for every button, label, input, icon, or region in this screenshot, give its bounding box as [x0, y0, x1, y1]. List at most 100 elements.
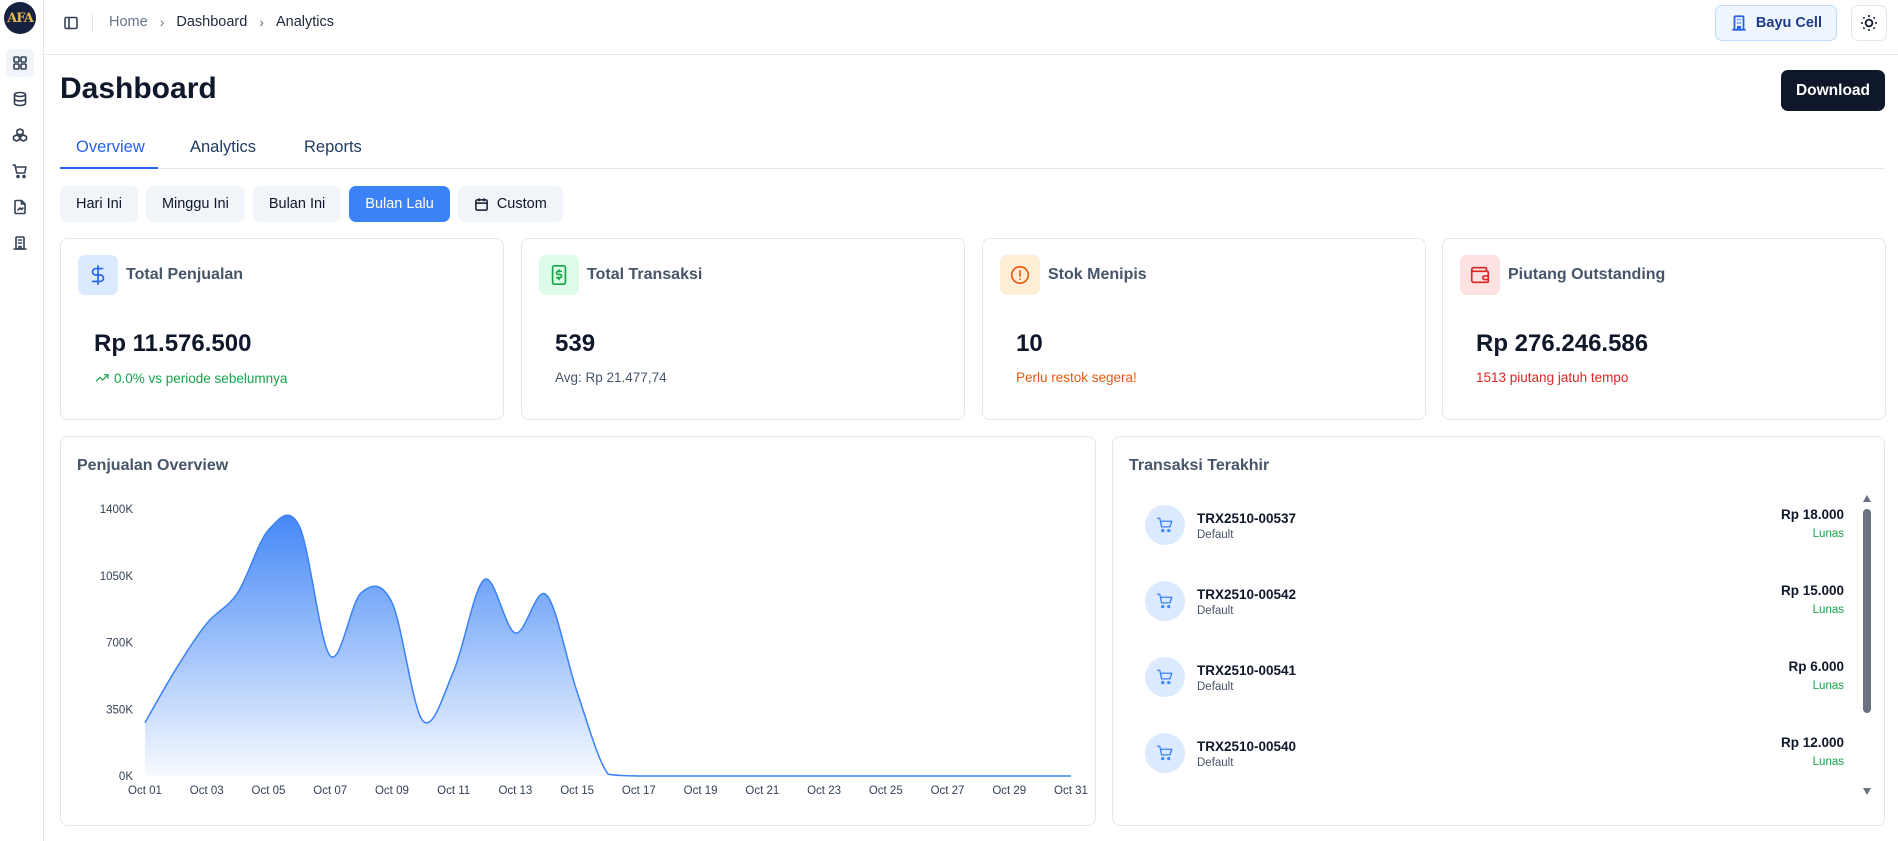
- breadcrumb-home[interactable]: Home: [109, 14, 148, 30]
- stat-value: 10: [1016, 330, 1043, 357]
- transaction-amount: Rp 15.000: [1780, 583, 1844, 598]
- stat-card-total-transaksi: Total Transaksi 539 Avg: Rp 21.477,74: [521, 238, 965, 420]
- tab-reports[interactable]: Reports: [304, 138, 362, 156]
- theme-toggle-button[interactable]: [1851, 5, 1887, 41]
- transaction-status: Lunas: [1812, 528, 1844, 540]
- transaction-id: TRX2510-00537: [1197, 511, 1297, 526]
- transaction-item[interactable]: TRX2510-00540 Default Rp 12.000 Lunas: [1145, 725, 1844, 785]
- x-tick-label: Oct 13: [498, 785, 532, 797]
- panel-left-icon: [64, 16, 78, 30]
- sun-icon: [1861, 15, 1877, 31]
- stat-subtext: Avg: Rp 21.477,74: [555, 370, 667, 385]
- stat-label: Stok Menipis: [1048, 266, 1147, 283]
- tx-icon-circle: [1145, 657, 1185, 697]
- stat-card-total-penjualan: Total Penjualan Rp 11.576.500 0.0% vs pe…: [60, 238, 504, 420]
- y-tick-label: 0K: [119, 771, 133, 783]
- transaction-customer: Default: [1197, 605, 1234, 617]
- shopping-cart-icon: [1156, 669, 1173, 685]
- calendar-icon: [474, 197, 488, 211]
- filter-bulan-lalu[interactable]: Bulan Lalu: [349, 186, 450, 222]
- x-tick-label: Oct 19: [684, 785, 718, 797]
- tx-icon-circle: [1145, 733, 1185, 773]
- stat-icon-box: [78, 255, 118, 295]
- x-tick-label: Oct 27: [931, 785, 965, 797]
- sidebar-item-sales[interactable]: [6, 157, 34, 185]
- dollar-icon: [91, 265, 105, 285]
- app-logo[interactable]: AFA: [4, 2, 36, 34]
- x-tick-label: Oct 15: [560, 785, 594, 797]
- tab-overview[interactable]: Overview: [60, 131, 158, 169]
- stat-label: Piutang Outstanding: [1508, 266, 1666, 283]
- stat-icon-box: [539, 255, 579, 295]
- sidebar-item-inventory[interactable]: [6, 121, 34, 149]
- shopping-cart-icon: [12, 164, 27, 179]
- scroll-down-arrow-icon[interactable]: [1863, 788, 1871, 795]
- divider: [92, 14, 93, 32]
- filter-minggu-ini[interactable]: Minggu Ini: [145, 186, 245, 222]
- shopping-cart-icon: [1156, 517, 1173, 533]
- y-tick-label: 350K: [106, 704, 133, 716]
- transactions-scrollbar[interactable]: [1862, 495, 1872, 795]
- transaction-id: TRX2510-00541: [1197, 663, 1297, 678]
- transaction-customer: Default: [1197, 757, 1234, 769]
- transaction-id: TRX2510-00542: [1197, 587, 1297, 602]
- file-report-icon: [14, 199, 26, 215]
- recent-transactions-card: Transaksi Terakhir TRX2510-00537 Default…: [1112, 436, 1885, 826]
- building-icon: [13, 236, 27, 250]
- x-tick-label: Oct 21: [745, 785, 779, 797]
- stat-label: Total Penjualan: [126, 266, 244, 283]
- filter-hari-ini[interactable]: Hari Ini: [60, 186, 138, 222]
- tx-icon-circle: [1145, 505, 1185, 545]
- x-tick-label: Oct 11: [437, 785, 470, 797]
- tx-icon-circle: [1145, 581, 1185, 621]
- sidebar-item-database[interactable]: [6, 85, 34, 113]
- scroll-up-arrow-icon[interactable]: [1863, 495, 1871, 502]
- transaction-item[interactable]: TRX2510-00541 Default Rp 6.000 Lunas: [1145, 649, 1844, 709]
- stat-subtext-label: 0.0% vs periode sebelumnya: [114, 370, 288, 386]
- x-tick-label: Oct 01: [128, 785, 162, 797]
- banknote-icon: [551, 265, 567, 285]
- transaction-status: Lunas: [1812, 604, 1844, 616]
- filter-custom[interactable]: Custom: [457, 186, 563, 222]
- download-button[interactable]: Download: [1781, 70, 1885, 111]
- stat-icon-box: [1000, 255, 1040, 295]
- sales-area-fill: [145, 515, 1071, 776]
- transaction-customer: Default: [1197, 529, 1234, 541]
- chevron-right-icon: ›: [159, 14, 165, 30]
- breadcrumb-dashboard[interactable]: Dashboard: [176, 14, 248, 30]
- chart-title: Penjualan Overview: [77, 457, 229, 474]
- page-title: Dashboard: [60, 72, 217, 105]
- tab-bar: Overview Analytics Reports: [60, 131, 1885, 169]
- x-tick-label: Oct 23: [807, 785, 841, 797]
- chevron-right-icon: ›: [259, 14, 264, 30]
- transaction-amount: Rp 6.000: [1788, 659, 1844, 674]
- stat-value: 539: [555, 330, 596, 357]
- sidebar-toggle-button[interactable]: [61, 13, 81, 33]
- sidebar-item-dashboard[interactable]: [6, 49, 34, 77]
- transaction-amount: Rp 18.000: [1780, 507, 1844, 522]
- x-tick-label: Oct 03: [190, 785, 224, 797]
- transaction-item[interactable]: TRX2510-00542 Default Rp 15.000 Lunas: [1145, 573, 1844, 633]
- filter-bulan-ini[interactable]: Bulan Ini: [252, 186, 342, 222]
- scrollbar-thumb[interactable]: [1863, 509, 1871, 713]
- transaction-item[interactable]: TRX2510-00537 Default Rp 18.000 Lunas: [1145, 497, 1844, 557]
- breadcrumb: Home › Dashboard › Analytics: [109, 14, 334, 30]
- building-icon: [1732, 15, 1746, 31]
- stat-label: Total Transaksi: [587, 266, 703, 283]
- store-selector-button[interactable]: Bayu Cell: [1714, 5, 1837, 41]
- wallet-icon: [1470, 266, 1490, 284]
- x-tick-label: Oct 07: [313, 785, 347, 797]
- tab-analytics[interactable]: Analytics: [190, 138, 257, 156]
- sidebar-item-company[interactable]: [6, 229, 34, 257]
- transaction-customer: Default: [1197, 681, 1234, 693]
- sidebar-item-reports[interactable]: [6, 193, 34, 221]
- y-tick-label: 700K: [106, 638, 133, 650]
- filter-custom-label: Custom: [496, 196, 547, 212]
- shopping-cart-icon: [1156, 593, 1173, 609]
- alert-circle-icon: [1010, 265, 1030, 285]
- sales-series-line: [144, 514, 1071, 777]
- x-tick-label: Oct 25: [869, 785, 903, 797]
- transactions-title: Transaksi Terakhir: [1129, 457, 1270, 474]
- stat-card-stok-menipis: Stok Menipis 10 Perlu restok segera!: [982, 238, 1426, 420]
- stat-subtext: 0.0% vs periode sebelumnya: [94, 370, 287, 386]
